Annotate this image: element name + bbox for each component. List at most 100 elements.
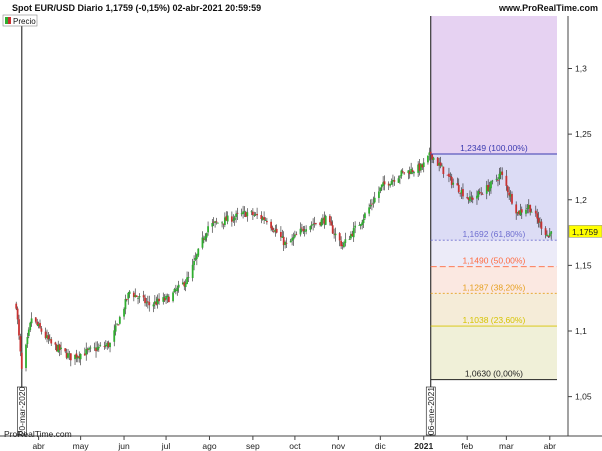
candle-body bbox=[429, 151, 432, 155]
candle-body bbox=[177, 284, 180, 288]
y-axis: 1,3 1,25 1,2 1,15 1,1 1,05 1,1759 bbox=[567, 16, 602, 436]
candle-body bbox=[413, 171, 415, 174]
candle-body bbox=[68, 353, 71, 355]
candle-body bbox=[74, 354, 76, 360]
candle-body bbox=[193, 260, 195, 266]
candle-body bbox=[205, 233, 208, 238]
candle-body bbox=[481, 193, 484, 195]
candle-body bbox=[407, 170, 410, 174]
candle-body bbox=[107, 342, 110, 347]
y-tick-label: 1,1 bbox=[575, 326, 587, 336]
candle-body bbox=[427, 155, 429, 163]
candle-body bbox=[305, 229, 308, 232]
candle-body bbox=[460, 189, 463, 194]
candle-body bbox=[204, 236, 207, 241]
candle-body bbox=[467, 197, 470, 200]
x-tick-label: feb bbox=[461, 441, 473, 451]
candle-body bbox=[272, 230, 275, 232]
candle-body bbox=[338, 233, 341, 241]
candle-body bbox=[411, 169, 414, 173]
candle-body bbox=[158, 298, 160, 302]
candle-body bbox=[246, 212, 249, 217]
candle-body bbox=[373, 197, 376, 203]
candle-body bbox=[156, 298, 159, 304]
candle-body bbox=[312, 224, 315, 225]
candle-body bbox=[303, 230, 306, 232]
candle-body bbox=[466, 197, 469, 199]
candle-body bbox=[420, 163, 422, 171]
candle-body bbox=[505, 175, 508, 186]
candle-body bbox=[315, 223, 317, 224]
candle-body bbox=[85, 349, 88, 355]
candle-body bbox=[236, 212, 239, 214]
candle-body bbox=[309, 226, 312, 230]
candle-body bbox=[48, 338, 51, 340]
candle-body bbox=[137, 297, 139, 299]
candle-body bbox=[431, 154, 434, 160]
candle-body bbox=[265, 221, 268, 223]
candle-body bbox=[544, 228, 547, 235]
candle-body bbox=[506, 186, 509, 193]
candle-body bbox=[93, 347, 96, 349]
x-tick-label: 2021 bbox=[414, 441, 433, 451]
candle-body bbox=[344, 239, 347, 243]
candle-body bbox=[235, 213, 237, 217]
legend[interactable]: Precio bbox=[2, 14, 38, 27]
candle-body bbox=[69, 353, 72, 361]
y-tick-label: 1,2 bbox=[575, 195, 587, 205]
candle-body bbox=[251, 211, 254, 216]
site-label[interactable]: www.ProRealTime.com bbox=[498, 3, 598, 13]
candle-body bbox=[96, 347, 99, 351]
candle-body bbox=[142, 295, 145, 298]
candle-body bbox=[491, 180, 494, 182]
candle-body bbox=[215, 221, 218, 223]
candle-body bbox=[537, 218, 540, 223]
candle-body bbox=[144, 297, 146, 304]
candle-body bbox=[387, 183, 390, 186]
candle-body bbox=[516, 212, 519, 214]
candle-body bbox=[242, 211, 244, 215]
candle-body bbox=[86, 349, 89, 351]
candle-body bbox=[330, 221, 333, 226]
candle-body bbox=[421, 164, 424, 168]
y-tick-label: 1,15 bbox=[575, 260, 592, 270]
candle-body bbox=[389, 184, 392, 186]
candle-body bbox=[310, 224, 313, 226]
candle-body bbox=[153, 301, 156, 304]
candle-body bbox=[520, 209, 523, 213]
candle-body bbox=[65, 352, 68, 358]
candle-body bbox=[369, 204, 372, 207]
y-tick-label: 1,05 bbox=[575, 392, 592, 402]
candle-body bbox=[457, 184, 460, 193]
candle-body bbox=[125, 299, 128, 301]
candle-body bbox=[501, 171, 504, 175]
candle-body bbox=[519, 210, 522, 215]
x-tick-label: sep bbox=[246, 441, 260, 451]
candle-body bbox=[399, 176, 401, 178]
candle-body bbox=[390, 181, 393, 185]
candle-body bbox=[165, 295, 167, 300]
vertical-marker-box bbox=[17, 386, 27, 436]
candle-body bbox=[138, 296, 141, 298]
candle-body bbox=[432, 157, 435, 160]
candle-body bbox=[378, 191, 380, 198]
candle-body bbox=[214, 221, 216, 223]
candle-body bbox=[26, 337, 29, 345]
vertical-marker-label: 20-mar-2020 bbox=[17, 386, 27, 435]
candle-body bbox=[511, 193, 513, 204]
watermark: ProRealTime.com bbox=[4, 429, 72, 439]
candle-body bbox=[462, 189, 464, 197]
candle-body bbox=[186, 277, 188, 284]
candle-body bbox=[243, 211, 246, 213]
candle-body bbox=[123, 308, 125, 317]
candle-body bbox=[289, 240, 292, 243]
candle-body bbox=[450, 176, 453, 185]
candle-body bbox=[233, 217, 236, 221]
candle-body bbox=[271, 227, 274, 231]
candle-body bbox=[452, 182, 455, 185]
candle-body bbox=[99, 345, 102, 347]
candle-body bbox=[132, 292, 135, 298]
candle-body bbox=[254, 214, 257, 215]
candle-body bbox=[225, 216, 228, 221]
